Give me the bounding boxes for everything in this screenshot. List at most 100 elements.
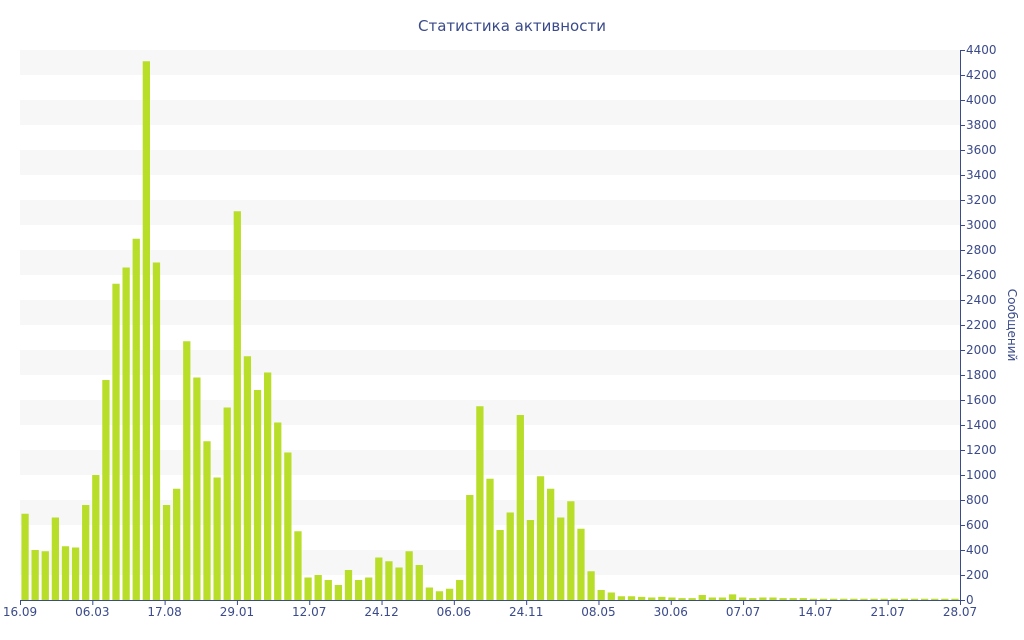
bar-70 (728, 594, 737, 601)
bar-35 (375, 557, 383, 600)
x-tick-label-10: 07.07 (726, 605, 760, 619)
grid-bands (20, 50, 960, 575)
x-tick-label-2: 17.08 (147, 605, 181, 619)
bar-48 (506, 512, 514, 600)
bar-39 (415, 565, 423, 600)
x-tick-label-7: 24.11 (509, 605, 543, 619)
bar-25 (274, 422, 282, 600)
bar-46 (486, 478, 494, 600)
y-tick-label-4400: 4400 (966, 43, 997, 57)
bar-36 (385, 561, 393, 600)
x-tick-label-3: 29.01 (220, 605, 254, 619)
bar-7 (92, 475, 100, 600)
y-tick-label-4200: 4200 (966, 68, 997, 82)
bar-81 (840, 598, 848, 600)
y-tick-label-3800: 3800 (966, 118, 997, 132)
bar-67 (698, 595, 706, 600)
bar-47 (496, 530, 504, 600)
y-tick-label-2800: 2800 (966, 243, 997, 257)
bar-60 (627, 596, 636, 600)
bar-5 (71, 547, 80, 600)
bar-74 (769, 597, 777, 600)
bar-90 (931, 598, 939, 600)
x-tick-label-6: 06.06 (437, 605, 471, 619)
grid-band-5 (20, 300, 960, 325)
y-tick-label-2000: 2000 (966, 343, 997, 357)
bar-75 (779, 598, 787, 601)
y-tick-label-200: 200 (966, 568, 989, 582)
bar-61 (637, 596, 646, 601)
bar-41 (435, 591, 444, 600)
bar-22 (243, 356, 252, 600)
grid-band-10 (20, 50, 960, 75)
grid-band-7 (20, 200, 960, 225)
bar-86 (890, 598, 898, 600)
y-tick-label-800: 800 (966, 493, 989, 507)
grid-band-3 (20, 400, 960, 425)
bar-79 (819, 598, 828, 600)
bar-42 (445, 588, 454, 600)
bar-45 (476, 406, 484, 600)
bar-55 (577, 528, 585, 600)
bar-9 (112, 283, 120, 600)
bar-77 (799, 598, 807, 601)
chart-title: Статистика активности (418, 17, 606, 35)
y-axis-label: Сообщений (1005, 289, 1019, 362)
y-tick-label-1000: 1000 (966, 468, 997, 482)
x-tick-label-12: 21.07 (871, 605, 905, 619)
y-tick-label-1400: 1400 (966, 418, 997, 432)
bar-76 (789, 598, 797, 601)
bar-4 (61, 546, 70, 600)
y-tick-label-3000: 3000 (966, 218, 997, 232)
y-tick-label-2200: 2200 (966, 318, 997, 332)
bar-72 (749, 598, 757, 601)
bar-83 (860, 598, 868, 600)
bar-68 (708, 597, 717, 600)
bar-6 (82, 505, 90, 600)
x-tick-label-0: 16.09 (3, 605, 37, 619)
bar-3 (51, 517, 60, 600)
y-tick-label-1200: 1200 (966, 443, 997, 457)
grid-band-6 (20, 250, 960, 275)
bar-54 (567, 501, 575, 600)
bar-44 (466, 495, 474, 600)
grid-band-9 (20, 100, 960, 125)
grid-band-2 (20, 450, 960, 475)
bar-38 (405, 551, 413, 600)
x-tick-label-9: 30.06 (654, 605, 688, 619)
bar-63 (658, 596, 666, 601)
bar-2 (41, 551, 49, 600)
y-tick-label-400: 400 (966, 543, 989, 557)
x-tick-label-11: 14.07 (798, 605, 832, 619)
x-tick-label-13: 28.07 (943, 605, 977, 619)
bar-85 (880, 598, 888, 600)
y-tick-label-2600: 2600 (966, 268, 997, 282)
y-tick-label-0: 0 (966, 593, 974, 607)
bar-30 (324, 580, 332, 600)
bar-34 (365, 577, 373, 600)
bar-33 (354, 580, 363, 600)
bar-87 (900, 598, 909, 600)
grid-band-8 (20, 150, 960, 175)
bar-15 (173, 488, 181, 600)
y-tick-label-3600: 3600 (966, 143, 997, 157)
bar-64 (668, 597, 676, 600)
x-tick-label-4: 12.07 (292, 605, 326, 619)
bar-50 (526, 520, 535, 600)
bar-56 (587, 571, 595, 600)
bar-8 (102, 380, 110, 600)
bar-59 (617, 596, 626, 600)
bar-29 (314, 575, 322, 600)
bar-26 (284, 452, 292, 600)
bar-32 (344, 570, 353, 600)
bar-69 (718, 597, 727, 600)
bar-24 (264, 372, 272, 600)
y-tick-label-3200: 3200 (966, 193, 997, 207)
bar-73 (759, 597, 767, 600)
bar-23 (253, 390, 262, 600)
bar-65 (678, 598, 686, 601)
x-tick-group: 16.09 06.03 17.08 29.01 12.07 24.12 06.06 24.11… (3, 600, 977, 619)
bar-16 (183, 341, 191, 600)
